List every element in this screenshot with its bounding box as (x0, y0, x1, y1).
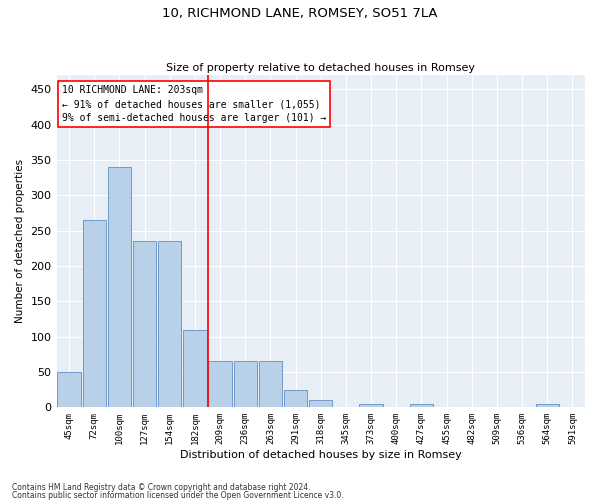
Bar (208, 362, 232, 408)
Bar (158, 242, 181, 408)
Bar (359, 404, 383, 407)
Bar (233, 362, 257, 408)
Bar (259, 362, 282, 408)
Bar (284, 390, 307, 407)
Text: 10, RICHMOND LANE, ROMSEY, SO51 7LA: 10, RICHMOND LANE, ROMSEY, SO51 7LA (162, 8, 438, 20)
Title: Size of property relative to detached houses in Romsey: Size of property relative to detached ho… (166, 63, 475, 73)
Text: 10 RICHMOND LANE: 203sqm
← 91% of detached houses are smaller (1,055)
9% of semi: 10 RICHMOND LANE: 203sqm ← 91% of detach… (62, 85, 326, 123)
Bar (536, 404, 559, 407)
Bar (108, 167, 131, 408)
Y-axis label: Number of detached properties: Number of detached properties (15, 159, 25, 324)
Bar (309, 400, 332, 407)
Bar (410, 404, 433, 407)
Text: Contains public sector information licensed under the Open Government Licence v3: Contains public sector information licen… (12, 490, 344, 500)
Bar (83, 220, 106, 408)
Text: Contains HM Land Registry data © Crown copyright and database right 2024.: Contains HM Land Registry data © Crown c… (12, 484, 311, 492)
Bar (133, 242, 157, 408)
Bar (58, 372, 81, 408)
X-axis label: Distribution of detached houses by size in Romsey: Distribution of detached houses by size … (180, 450, 461, 460)
Bar (183, 330, 206, 407)
